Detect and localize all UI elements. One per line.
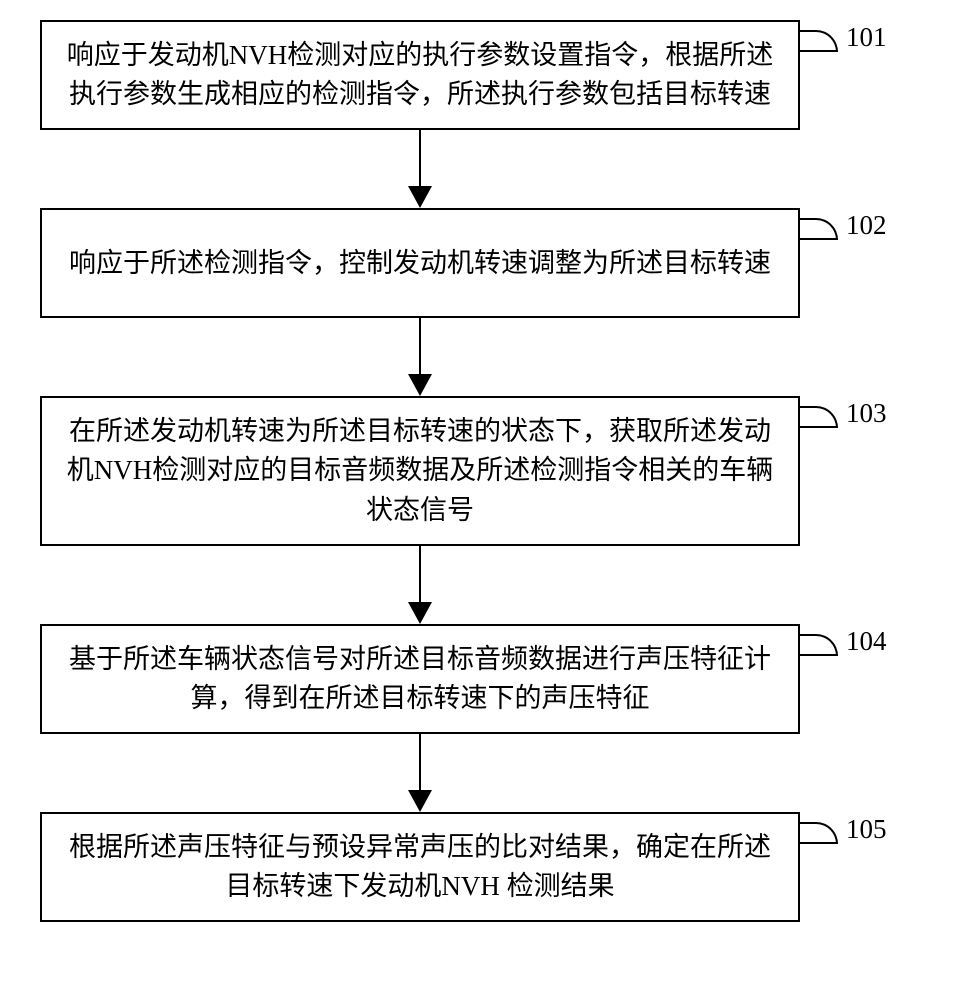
arrow-103-104 (40, 546, 800, 624)
step-text: 基于所述车辆状态信号对所述目标音频数据进行声压特征计算，得到在所述目标转速下的声… (64, 640, 776, 718)
callout-tick (800, 218, 838, 240)
step-text: 在所述发动机转速为所述目标转速的状态下，获取所述发动机NVH检测对应的目标音频数… (64, 412, 776, 529)
step-box: 在所述发动机转速为所述目标转速的状态下，获取所述发动机NVH检测对应的目标音频数… (40, 396, 800, 545)
step-label-wrap: 105 (800, 812, 920, 922)
step-number: 102 (846, 210, 887, 241)
arrow-head-icon (408, 602, 432, 624)
arrow-line-icon (419, 317, 421, 381)
step-text: 响应于所述检测指令，控制发动机转速调整为所述目标转速 (69, 244, 771, 283)
step-label-wrap: 101 (800, 20, 920, 130)
arrow-head-icon (408, 186, 432, 208)
step-number: 103 (846, 398, 887, 429)
step-103: 在所述发动机转速为所述目标转速的状态下，获取所述发动机NVH检测对应的目标音频数… (40, 396, 920, 545)
arrow-102-103 (40, 318, 800, 396)
step-number: 101 (846, 22, 887, 53)
callout-tick (800, 406, 838, 428)
step-text: 响应于发动机NVH检测对应的执行参数设置指令，根据所述执行参数生成相应的检测指令… (64, 36, 776, 114)
step-label-wrap: 104 (800, 624, 920, 734)
step-number: 104 (846, 626, 887, 657)
arrow-104-105 (40, 734, 800, 812)
step-104: 基于所述车辆状态信号对所述目标音频数据进行声压特征计算，得到在所述目标转速下的声… (40, 624, 920, 734)
arrow-head-icon (408, 790, 432, 812)
arrow-line-icon (419, 545, 421, 609)
step-label-wrap: 102 (800, 208, 920, 318)
callout-tick (800, 634, 838, 656)
flowchart-container: 响应于发动机NVH检测对应的执行参数设置指令，根据所述执行参数生成相应的检测指令… (40, 20, 920, 922)
step-number: 105 (846, 814, 887, 845)
arrow-head-icon (408, 374, 432, 396)
step-box: 基于所述车辆状态信号对所述目标音频数据进行声压特征计算，得到在所述目标转速下的声… (40, 624, 800, 734)
arrow-101-102 (40, 130, 800, 208)
step-label-wrap: 103 (800, 396, 920, 545)
step-box: 根据所述声压特征与预设异常声压的比对结果，确定在所述目标转速下发动机NVH 检测… (40, 812, 800, 922)
arrow-line-icon (419, 129, 421, 193)
step-102: 响应于所述检测指令，控制发动机转速调整为所述目标转速 102 (40, 208, 920, 318)
step-box: 响应于所述检测指令，控制发动机转速调整为所述目标转速 (40, 208, 800, 318)
step-105: 根据所述声压特征与预设异常声压的比对结果，确定在所述目标转速下发动机NVH 检测… (40, 812, 920, 922)
callout-tick (800, 30, 838, 52)
callout-tick (800, 822, 838, 844)
step-box: 响应于发动机NVH检测对应的执行参数设置指令，根据所述执行参数生成相应的检测指令… (40, 20, 800, 130)
step-text: 根据所述声压特征与预设异常声压的比对结果，确定在所述目标转速下发动机NVH 检测… (64, 828, 776, 906)
arrow-line-icon (419, 733, 421, 797)
step-101: 响应于发动机NVH检测对应的执行参数设置指令，根据所述执行参数生成相应的检测指令… (40, 20, 920, 130)
